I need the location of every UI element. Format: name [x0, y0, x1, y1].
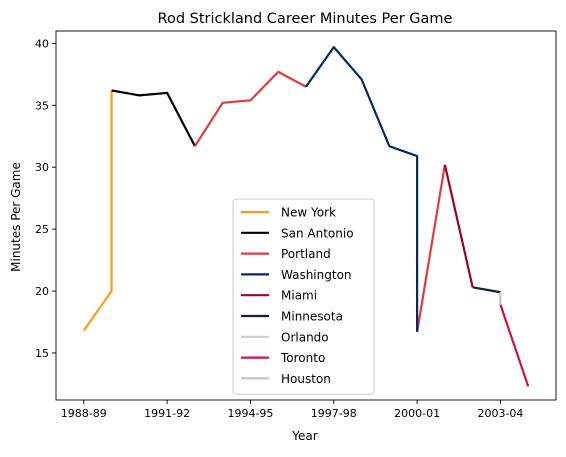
legend-box [232, 198, 375, 395]
series-line-washington [305, 45, 419, 332]
x-tick-label: 2003-04 [477, 407, 523, 420]
y-tick-label: 25 [35, 223, 49, 236]
y-tick-label: 20 [35, 285, 49, 298]
legend: New York San Antonio Portland Washington Mia… [232, 198, 375, 395]
y-axis-label: Minutes Per Game [9, 162, 23, 272]
chart-title: Rod Strickland Career Minutes Per Game [158, 11, 453, 27]
series-line-miami [443, 164, 474, 288]
y-tick-label: 40 [35, 37, 49, 50]
x-tick-label: 1997-98 [311, 407, 357, 420]
ticks-layer: 1988-89 1991-92 1994-95 1997-98 2000-01 2003-… [35, 37, 523, 420]
legend-label-san-antonio: San Antonio [281, 226, 354, 240]
legend-label-new-york: New York [281, 206, 336, 220]
legend-label-minnesota: Minnesota [281, 310, 343, 324]
x-axis-label: Year [291, 429, 317, 443]
series-line-portland [193, 70, 307, 147]
legend-label-portland: Portland [281, 247, 331, 261]
x-tick-label: 1988-89 [61, 407, 107, 420]
legend-label-orlando: Orlando [281, 330, 329, 344]
y-tick-label: 30 [35, 161, 49, 174]
x-tick-label: 2000-01 [394, 407, 440, 420]
series-line-minnesota [472, 286, 501, 294]
legend-label-houston: Houston [281, 372, 331, 386]
plot-frame [55, 30, 557, 401]
series-layer [82, 45, 530, 387]
legend-label-miami: Miami [281, 289, 317, 303]
legend-label-washington: Washington [281, 268, 352, 282]
series-line-toronto [499, 304, 530, 387]
x-tick-label: 1991-92 [144, 407, 190, 420]
series-connector-0 [416, 164, 446, 333]
y-tick-label: 35 [35, 99, 49, 112]
series-line-new-york [82, 90, 113, 332]
y-tick-label: 15 [35, 347, 49, 360]
x-tick-label: 1994-95 [227, 407, 273, 420]
legend-label-toronto: Toronto [280, 351, 325, 365]
series-line-san-antonio [111, 89, 196, 147]
